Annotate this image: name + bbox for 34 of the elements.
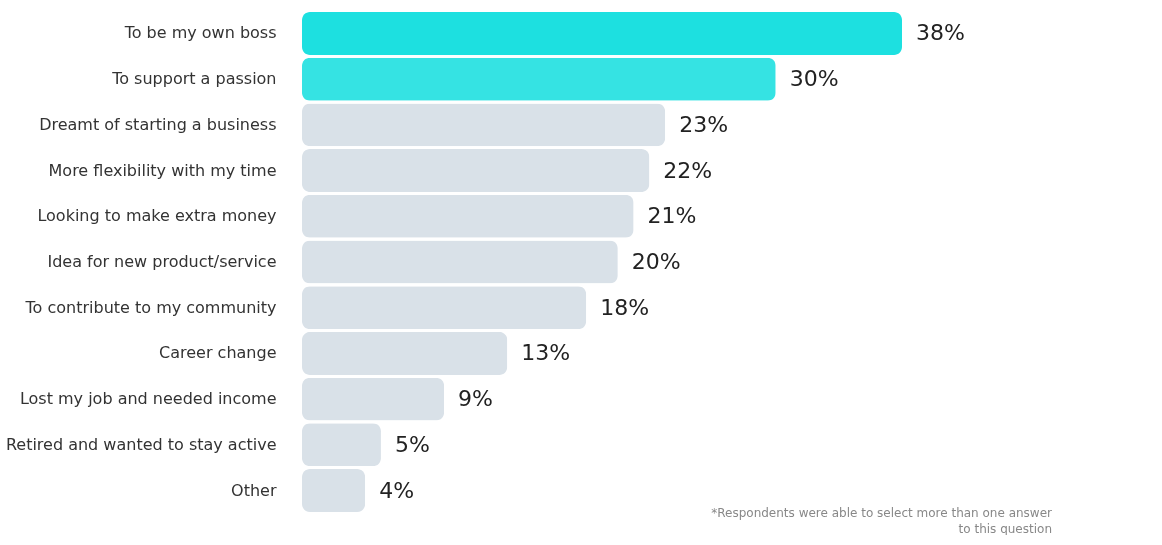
y-tick-label: Dreamt of starting a business — [39, 114, 277, 134]
data-label: 5% — [394, 431, 430, 457]
bar — [302, 377, 445, 421]
bar — [302, 286, 587, 330]
bar — [302, 57, 776, 101]
y-tick-label: Lost my job and needed income — [19, 389, 277, 409]
bar — [302, 423, 381, 467]
y-tick-label: To support a passion — [111, 69, 277, 89]
data-label: 18% — [600, 294, 650, 320]
data-label: 20% — [631, 249, 681, 274]
y-tick-label: More flexibility with my time — [48, 160, 277, 180]
data-label: 21% — [647, 203, 697, 229]
bar — [302, 469, 366, 512]
data-label: 9% — [458, 386, 494, 412]
y-tick-label: To be my own boss — [123, 23, 277, 43]
y-tick-label: Other — [231, 480, 277, 500]
bar — [302, 331, 508, 375]
y-tick-label: Looking to make extra money — [37, 206, 277, 226]
bar — [302, 240, 618, 284]
bar — [302, 149, 650, 193]
y-tick-label: Retired and wanted to stay active — [5, 434, 277, 454]
data-label: 22% — [663, 157, 713, 183]
y-tick-label: Career change — [159, 343, 277, 363]
data-label: 38% — [916, 20, 965, 46]
y-tick-label: To contribute to my community — [24, 297, 277, 317]
y-tick-label: Idea for new product/service — [47, 252, 277, 271]
bar — [302, 12, 902, 55]
annotation: *Respondents were able to select more than one answer to this question — [711, 506, 1053, 536]
data-label: 23% — [679, 111, 729, 137]
bar — [302, 103, 666, 147]
data-label: 13% — [521, 340, 571, 366]
bar — [302, 194, 634, 238]
data-label: 30% — [789, 66, 839, 92]
data-label: 4% — [379, 477, 415, 503]
